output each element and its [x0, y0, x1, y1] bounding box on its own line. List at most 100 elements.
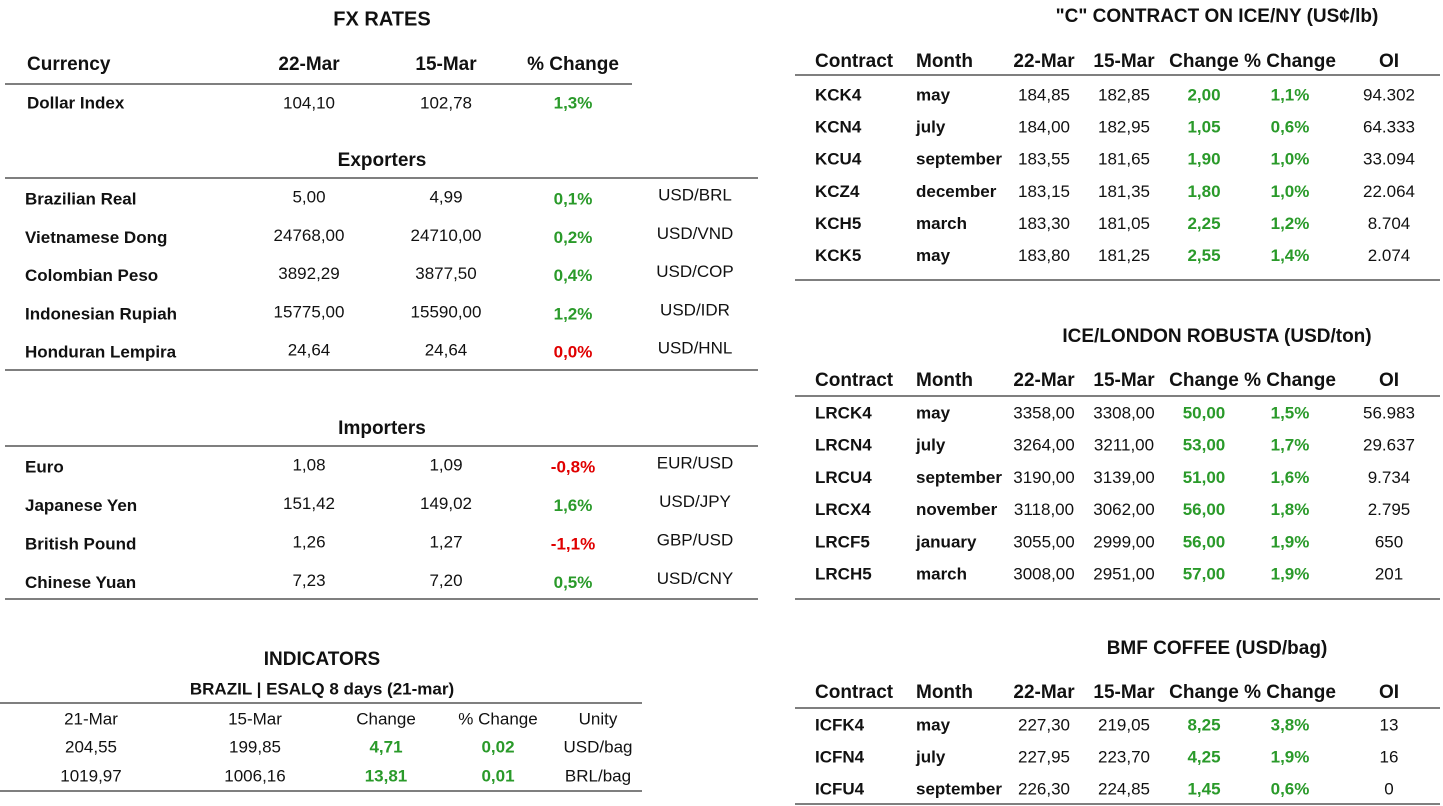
cell: 29.637	[1363, 436, 1415, 455]
cell: 4,71	[369, 737, 402, 756]
cell: ICFK4	[815, 715, 865, 734]
cell: september	[916, 150, 1002, 169]
cell: 0,2%	[554, 228, 593, 247]
column-header: 21-Mar	[64, 709, 118, 728]
cell: USD/JPY	[659, 492, 731, 511]
cell: 1,6%	[554, 496, 593, 515]
cell: 13,81	[365, 766, 408, 785]
cell: BRL/bag	[565, 766, 631, 785]
cell: 2,25	[1187, 214, 1220, 233]
cell: USD/IDR	[660, 300, 730, 319]
title: INDICATORS	[264, 649, 380, 670]
subtitle: BRAZIL | ESALQ 8 days (21-mar)	[190, 679, 454, 698]
cell: 51,00	[1183, 468, 1226, 487]
cell: 3062,00	[1093, 500, 1154, 519]
cell: july	[915, 436, 946, 455]
cell: USD/HNL	[658, 339, 733, 358]
cell: ICFN4	[815, 747, 865, 766]
cell: 64.333	[1363, 118, 1415, 137]
cell: 3211,00	[1094, 436, 1154, 455]
cell: Honduran Lempira	[25, 343, 177, 362]
cell: september	[916, 468, 1002, 487]
cell: 1,0%	[1271, 182, 1310, 201]
cell: KCH5	[815, 214, 861, 233]
cell: USD/VND	[657, 224, 734, 243]
cell: Vietnamese Dong	[25, 228, 167, 247]
cell: 1,3%	[554, 93, 593, 112]
cell: 0,6%	[1271, 779, 1310, 798]
cell: 227,30	[1018, 715, 1070, 734]
column-header: Change	[1169, 682, 1239, 703]
cell: 56,00	[1183, 532, 1226, 551]
cell: 204,55	[65, 737, 117, 756]
cell: 94.302	[1363, 85, 1415, 104]
cell: 3877,50	[415, 264, 476, 283]
cell: 183,55	[1018, 150, 1070, 169]
section-title: ICE/LONDON ROBUSTA (USD/ton)	[1062, 326, 1371, 347]
cell: 1,2%	[1271, 214, 1310, 233]
column-header: % Change	[1244, 370, 1336, 391]
cell: 182,85	[1098, 85, 1150, 104]
cell: LRCN4	[815, 436, 872, 455]
cell: 7,20	[429, 571, 462, 590]
cell: 151,42	[283, 494, 335, 513]
column-header: % Change	[458, 709, 537, 728]
column-header: Month	[916, 370, 973, 391]
column-header: 22-Mar	[1013, 370, 1075, 391]
cell: EUR/USD	[657, 453, 734, 472]
cell: 0,1%	[554, 189, 593, 208]
cell: 33.094	[1363, 150, 1415, 169]
cell: 1,90	[1187, 150, 1220, 169]
cell: 24,64	[288, 341, 331, 360]
cell: -0,8%	[551, 457, 595, 476]
cell: may	[916, 246, 951, 265]
cell: november	[916, 500, 998, 519]
cell: 53,00	[1183, 436, 1226, 455]
section-title: BMF COFFEE (USD/bag)	[1107, 638, 1328, 659]
cell: 219,05	[1098, 715, 1150, 734]
cell: 226,30	[1018, 779, 1070, 798]
cell: 181,35	[1098, 182, 1150, 201]
cell: 50,00	[1183, 403, 1226, 422]
cell: LRCX4	[815, 500, 871, 519]
cell: USD/BRL	[658, 185, 732, 204]
cell: ICFU4	[815, 779, 865, 798]
column-header: Contract	[815, 370, 894, 391]
cell: may	[916, 403, 951, 422]
cell: 1,09	[429, 455, 462, 474]
column-header: 22-Mar	[1013, 51, 1075, 72]
cell: 184,00	[1018, 118, 1070, 137]
cell: 1,9%	[1271, 747, 1310, 766]
section-title: "C" CONTRACT ON ICE/NY (US¢/lb)	[1056, 6, 1379, 27]
cell: 4,99	[429, 187, 462, 206]
cell: Colombian Peso	[25, 266, 158, 285]
cell: 3358,00	[1013, 403, 1074, 422]
cell: LRCK4	[815, 403, 872, 422]
cell: 181,05	[1098, 214, 1150, 233]
cell: 1,2%	[554, 304, 593, 323]
cell: 3264,00	[1013, 436, 1074, 455]
cell: 56.983	[1363, 403, 1415, 422]
cell: 4,25	[1187, 747, 1220, 766]
cell: 3892,29	[278, 264, 339, 283]
cell: Chinese Yuan	[25, 573, 136, 592]
cell: 184,85	[1018, 85, 1070, 104]
cell: USD/CNY	[657, 569, 734, 588]
column-header: Currency	[27, 54, 111, 75]
column-header: OI	[1379, 370, 1399, 391]
cell: 0,0%	[554, 343, 593, 362]
cell: 3308,00	[1093, 403, 1154, 422]
cell: 3139,00	[1093, 468, 1154, 487]
cell: LRCF5	[815, 532, 870, 551]
cell: 24710,00	[411, 226, 482, 245]
cell: 1,27	[429, 532, 462, 551]
cell: 2.795	[1368, 500, 1411, 519]
cell: KCU4	[815, 150, 862, 169]
column-header: 15-Mar	[1093, 682, 1155, 703]
cell: january	[915, 532, 977, 551]
cell: may	[916, 85, 951, 104]
cell: 9.734	[1368, 468, 1411, 487]
column-header: 15-Mar	[415, 54, 477, 75]
cell: 1019,97	[60, 766, 121, 785]
